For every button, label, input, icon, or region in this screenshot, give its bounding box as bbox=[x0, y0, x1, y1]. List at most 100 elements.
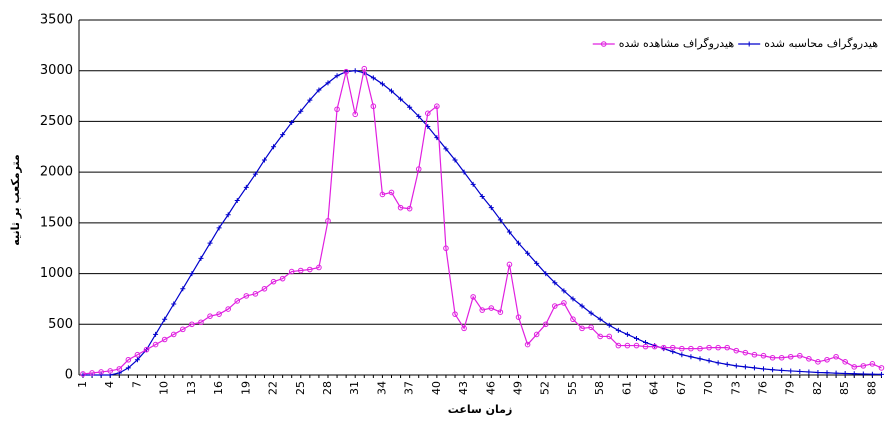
data-point bbox=[388, 88, 394, 94]
data-point bbox=[180, 286, 186, 292]
legend-label: هیدروگراف مشاهده شده bbox=[619, 37, 735, 50]
x-tick-label: 4 bbox=[103, 381, 116, 388]
data-point bbox=[815, 359, 821, 365]
data-point bbox=[261, 285, 268, 292]
data-point bbox=[461, 325, 467, 332]
data-point bbox=[134, 357, 140, 363]
data-point bbox=[279, 275, 286, 282]
data-point bbox=[370, 75, 376, 81]
x-tick-label: 7 bbox=[130, 381, 143, 388]
data-point bbox=[325, 80, 331, 86]
data-point bbox=[851, 364, 858, 370]
data-point bbox=[860, 371, 866, 377]
data-point bbox=[761, 366, 767, 372]
data-point bbox=[688, 354, 694, 360]
data-point bbox=[271, 144, 277, 150]
data-point bbox=[679, 352, 685, 358]
x-tick-label: 31 bbox=[348, 381, 361, 395]
data-point bbox=[561, 300, 567, 306]
data-point bbox=[89, 370, 95, 376]
data-point bbox=[842, 370, 848, 376]
data-point bbox=[506, 261, 513, 268]
data-point bbox=[624, 342, 631, 349]
data-point bbox=[660, 344, 667, 351]
data-point bbox=[406, 205, 413, 212]
data-point bbox=[833, 353, 839, 360]
x-tick-label: 64 bbox=[648, 381, 661, 395]
data-point bbox=[588, 324, 594, 331]
x-tick-label: 40 bbox=[430, 381, 443, 395]
data-point bbox=[806, 369, 812, 375]
data-point bbox=[234, 298, 241, 304]
y-axis-label: مترمکعب بر ثانیه bbox=[9, 154, 22, 245]
x-tick-label: 28 bbox=[321, 381, 334, 395]
x-tick-label: 1 bbox=[76, 381, 89, 388]
series-line bbox=[82, 68, 882, 375]
data-point bbox=[778, 354, 785, 361]
data-point bbox=[416, 113, 422, 119]
data-point bbox=[779, 367, 785, 373]
data-point bbox=[669, 344, 676, 351]
data-point bbox=[125, 356, 132, 363]
data-point bbox=[869, 361, 876, 367]
data-point bbox=[579, 325, 585, 332]
data-point bbox=[225, 306, 231, 312]
data-point bbox=[824, 370, 830, 376]
data-point bbox=[733, 347, 740, 354]
x-tick-label: 25 bbox=[294, 381, 307, 395]
data-point bbox=[552, 280, 558, 286]
data-point bbox=[361, 65, 368, 72]
data-point bbox=[824, 356, 830, 363]
data-point bbox=[207, 240, 213, 246]
data-point bbox=[633, 335, 639, 341]
data-point bbox=[243, 293, 250, 299]
x-tick-label: 61 bbox=[620, 381, 633, 395]
data-point bbox=[443, 245, 449, 252]
data-point bbox=[189, 271, 195, 277]
x-tick-label: 22 bbox=[267, 381, 280, 395]
data-point bbox=[297, 267, 304, 274]
data-point bbox=[189, 321, 195, 328]
data-point bbox=[751, 351, 758, 358]
data-point bbox=[125, 365, 131, 371]
data-point bbox=[497, 217, 503, 223]
data-point bbox=[524, 341, 531, 348]
data-point bbox=[806, 355, 812, 362]
data-point bbox=[225, 212, 231, 218]
x-axis-label: زمان ساعت bbox=[448, 403, 513, 416]
x-tick-label: 55 bbox=[566, 381, 579, 395]
data-point bbox=[170, 331, 177, 338]
data-point bbox=[606, 333, 613, 340]
data-point bbox=[542, 321, 549, 328]
y-tick-label: 3000 bbox=[40, 63, 73, 78]
data-point bbox=[479, 193, 485, 199]
legend-marker bbox=[746, 41, 752, 47]
data-point bbox=[742, 364, 748, 370]
data-point bbox=[162, 316, 168, 322]
data-point bbox=[171, 301, 177, 307]
data-point bbox=[706, 358, 712, 364]
data-point bbox=[788, 368, 794, 374]
data-point bbox=[543, 271, 549, 277]
data-point bbox=[534, 260, 540, 266]
data-point bbox=[143, 346, 150, 353]
data-point bbox=[751, 365, 757, 371]
data-point bbox=[570, 296, 576, 302]
data-point bbox=[452, 311, 458, 317]
data-point bbox=[715, 344, 721, 351]
x-tick-label: 16 bbox=[212, 381, 225, 395]
data-point bbox=[797, 368, 803, 374]
x-tick-label: 67 bbox=[675, 381, 688, 395]
data-point bbox=[107, 368, 114, 374]
data-point bbox=[497, 309, 504, 315]
y-tick-label: 1500 bbox=[40, 215, 73, 230]
y-tick-label: 1000 bbox=[40, 266, 73, 281]
data-point bbox=[316, 264, 322, 271]
data-point bbox=[570, 316, 576, 323]
data-point bbox=[815, 369, 821, 375]
data-point bbox=[152, 341, 159, 348]
data-point bbox=[325, 218, 331, 224]
x-tick-label: 19 bbox=[239, 381, 252, 395]
data-point bbox=[878, 371, 884, 377]
data-point bbox=[679, 345, 685, 352]
